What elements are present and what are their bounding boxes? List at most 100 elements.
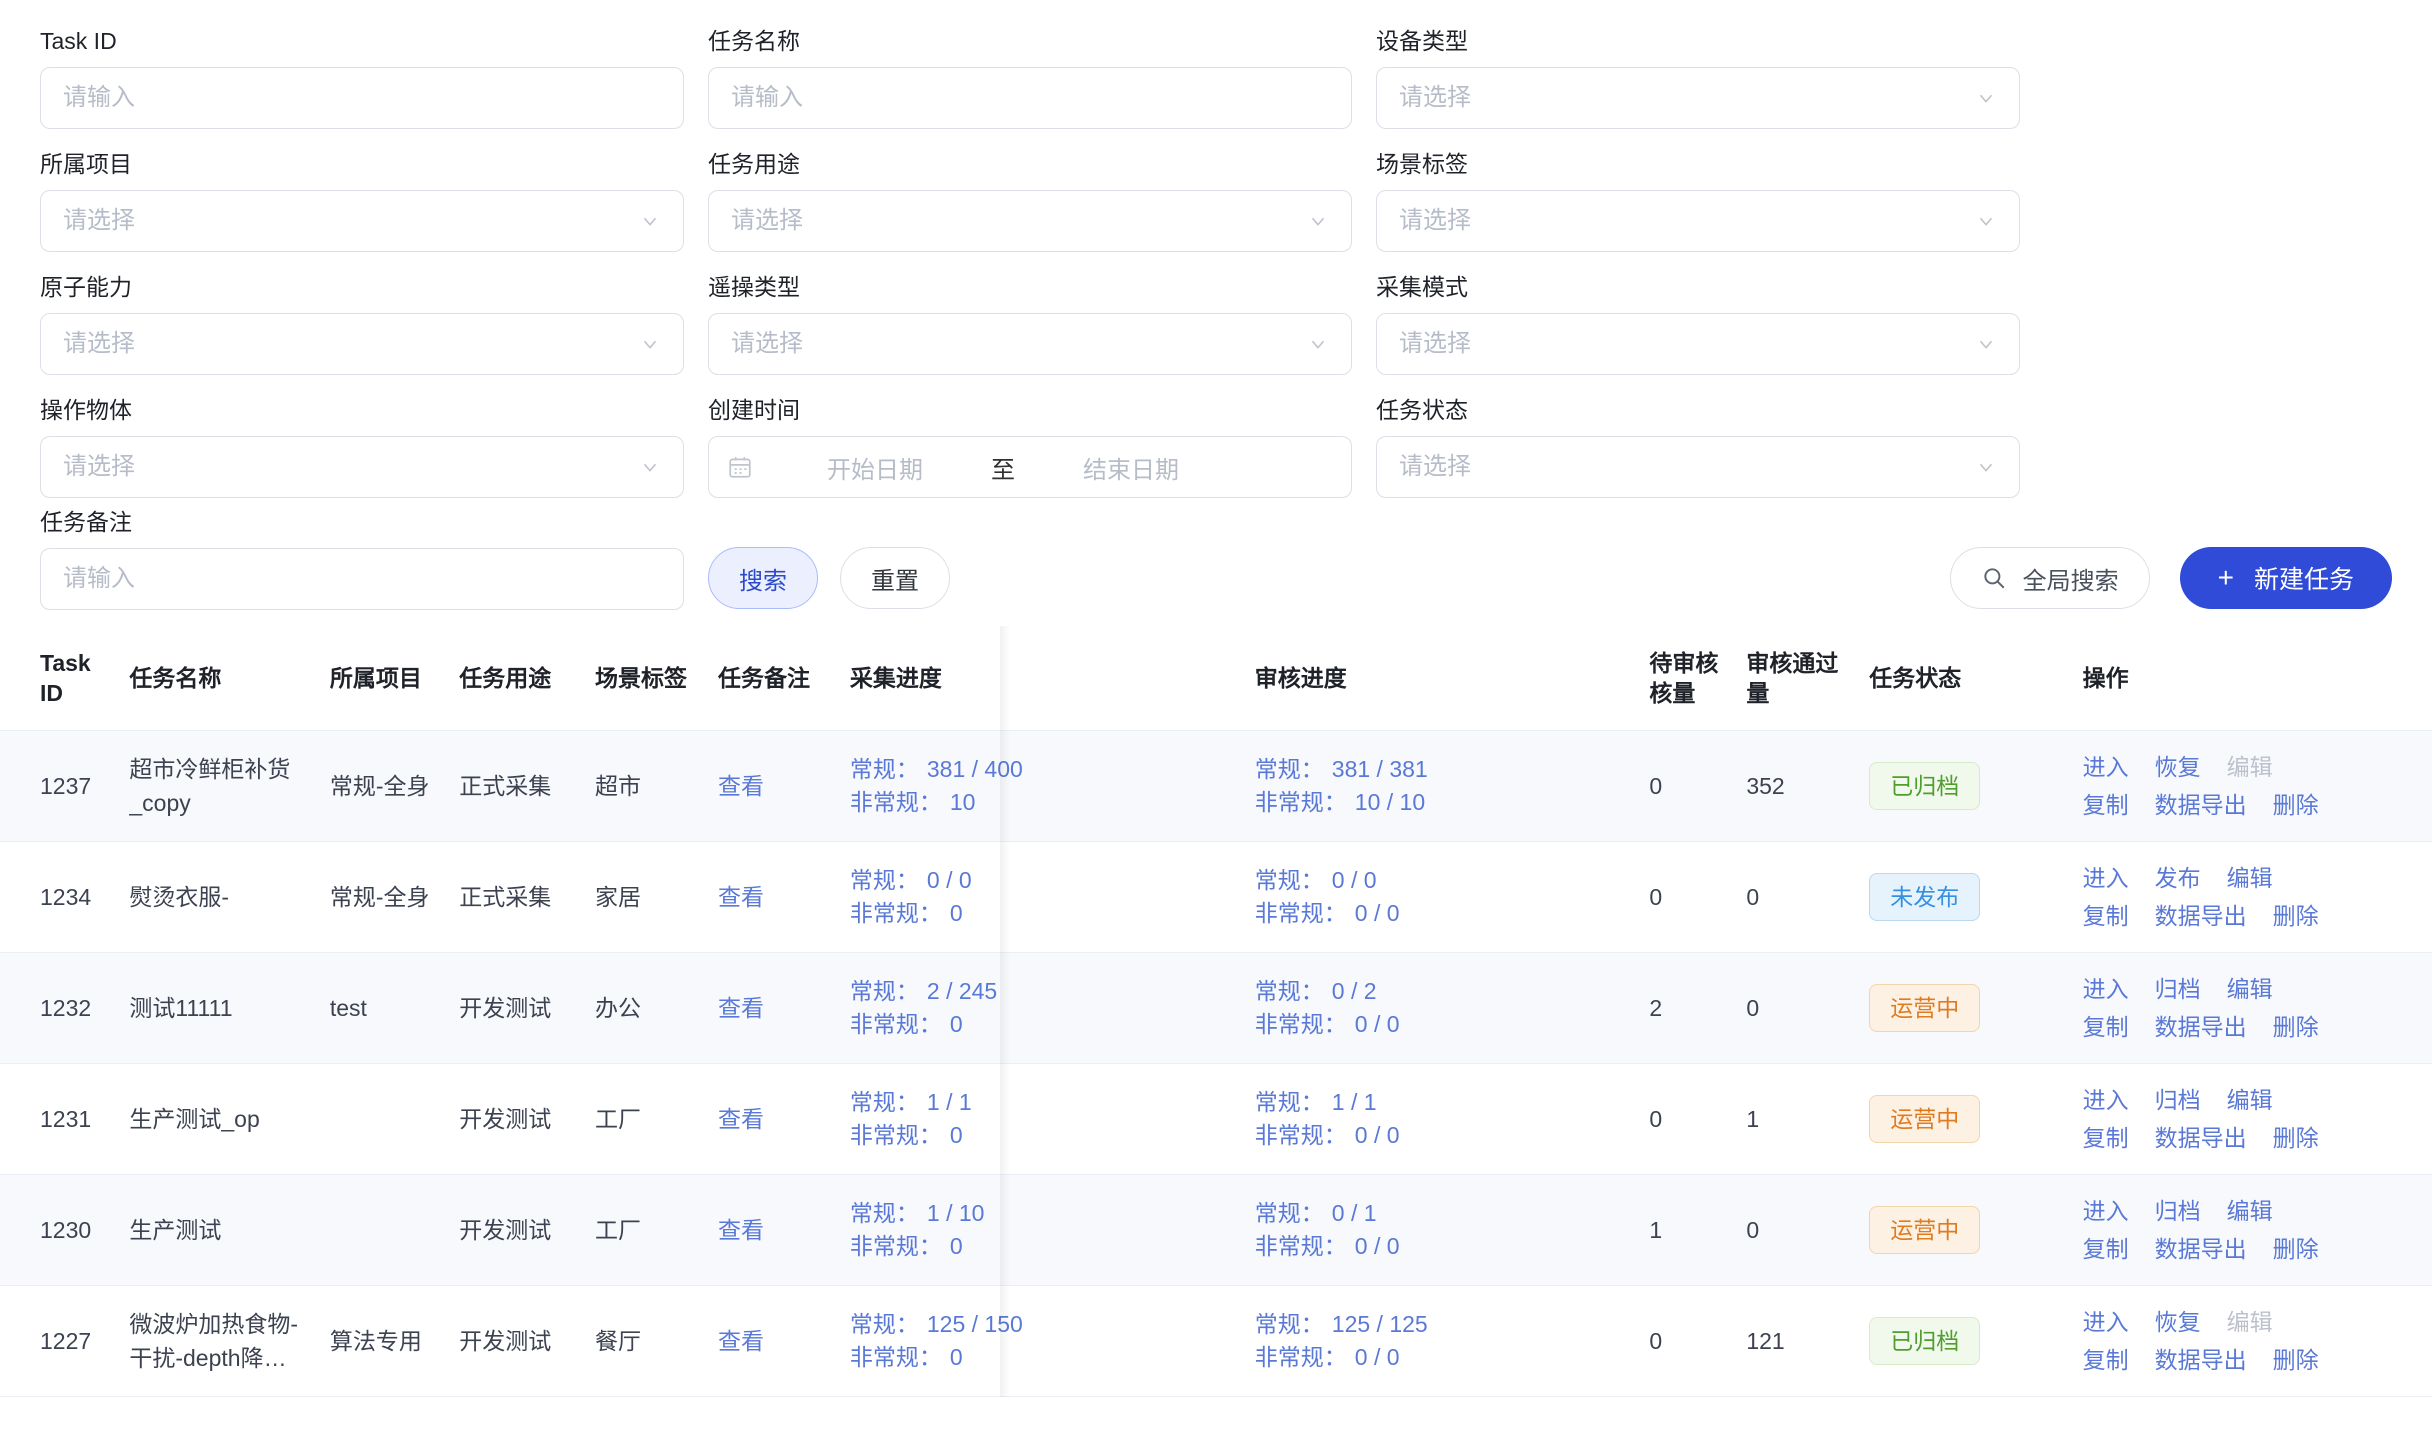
cell-passed-count: 121 — [1746, 1285, 1870, 1397]
task-status-select[interactable]: 请选择 — [1376, 436, 2020, 498]
op-link-0[interactable]: 进入 — [2082, 1198, 2129, 1224]
op-link-4[interactable]: 数据导出 — [2154, 1125, 2247, 1151]
cell-task-id: 1227 — [0, 1285, 130, 1397]
cell-pending-count: 1 — [1649, 1174, 1747, 1286]
cell-audit-progress-normal-value: 125 / 125 — [1331, 1311, 1428, 1337]
operated-object-select[interactable]: 请选择 — [40, 436, 684, 498]
cell-project — [329, 1174, 460, 1286]
task-id-input[interactable]: 请输入 — [40, 67, 684, 129]
op-link-1[interactable]: 归档 — [2154, 1087, 2201, 1113]
op-link-1[interactable]: 恢复 — [2154, 754, 2201, 780]
plus-icon: + — [2217, 562, 2234, 593]
cell-audit-progress-abnormal-value: 0 / 0 — [1354, 900, 1400, 926]
cell-remark: 查看 — [717, 952, 828, 1064]
cell-task-id: 1232 — [0, 952, 130, 1064]
cell-collect-progress-abnormal-label: 非常规： — [849, 900, 942, 926]
op-link-0[interactable]: 进入 — [2082, 976, 2129, 1002]
operation-links: 进入 归档 编辑复制 数据导出 删除 — [2083, 1193, 2329, 1267]
op-link-4[interactable]: 数据导出 — [2154, 1347, 2247, 1373]
op-link-1[interactable]: 归档 — [2154, 976, 2201, 1002]
op-link-3[interactable]: 复制 — [2082, 1125, 2129, 1151]
status-badge: 运营中 — [1869, 1095, 1981, 1143]
cell-remark: 查看 — [717, 730, 828, 842]
cell-usage: 开发测试 — [459, 952, 596, 1064]
filter-field-teleop-type: 遥操类型 请选择 — [708, 270, 1352, 375]
view-remark-link[interactable]: 查看 — [717, 773, 764, 799]
filter-field-task-status: 任务状态 请选择 — [1376, 393, 2020, 498]
filter-label-task-id: Task ID — [40, 28, 117, 54]
cell-status: 运营中 — [1869, 1174, 2083, 1286]
cell-remark: 查看 — [717, 1285, 828, 1397]
task-table-header-row: Task ID 任务名称 所属项目 任务用途 场景标签 任务备注 采集进度 审核进度 待审核核量… — [0, 626, 2432, 731]
op-link-3[interactable]: 复制 — [2082, 903, 2129, 929]
search-button[interactable]: 搜索 — [708, 547, 818, 609]
view-remark-link[interactable]: 查看 — [717, 995, 764, 1021]
task-usage-select[interactable]: 请选择 — [708, 190, 1352, 252]
collect-mode-select[interactable]: 请选择 — [1376, 313, 2020, 375]
op-link-1[interactable]: 发布 — [2154, 865, 2201, 891]
view-remark-link[interactable]: 查看 — [717, 1106, 764, 1132]
op-link-4[interactable]: 数据导出 — [2154, 1236, 2247, 1262]
op-link-2[interactable]: 编辑 — [2226, 1198, 2273, 1224]
op-link-5[interactable]: 删除 — [2272, 1236, 2319, 1262]
op-link-4[interactable]: 数据导出 — [2154, 792, 2247, 818]
op-link-0[interactable]: 进入 — [2082, 1309, 2129, 1335]
view-remark-link[interactable]: 查看 — [717, 1328, 764, 1354]
op-link-3[interactable]: 复制 — [2082, 1014, 2129, 1040]
cell-status: 运营中 — [1869, 1063, 2083, 1175]
create-time-end-date[interactable]: 结束日期 — [1083, 456, 1179, 484]
op-link-3[interactable]: 复制 — [2082, 1236, 2129, 1262]
new-task-button[interactable]: + 新建任务 — [2179, 547, 2392, 609]
reset-button[interactable]: 重置 — [840, 547, 950, 609]
op-link-2[interactable]: 编辑 — [2226, 1087, 2273, 1113]
cell-operations: 进入 归档 编辑复制 数据导出 删除 — [2082, 952, 2432, 1064]
op-link-5[interactable]: 删除 — [2272, 1347, 2319, 1373]
cell-scene: 工厂 — [595, 1174, 718, 1286]
table-row: 1234 熨烫衣服- 常规-全身 正式采集 家居 查看 常规： 0 / 0 非常规： 0 常规： 0 … — [0, 841, 2432, 953]
status-badge: 未发布 — [1869, 873, 1981, 921]
create-time-start-date[interactable]: 开始日期 — [827, 456, 923, 484]
cell-usage: 开发测试 — [459, 1063, 596, 1175]
op-link-1[interactable]: 恢复 — [2154, 1309, 2201, 1335]
teleop-type-select[interactable]: 请选择 — [708, 313, 1352, 375]
chevron-down-icon — [1975, 210, 1997, 232]
view-remark-link[interactable]: 查看 — [717, 884, 764, 910]
op-link-1[interactable]: 归档 — [2154, 1198, 2201, 1224]
scene-tag-placeholder: 请选择 — [1399, 207, 1471, 234]
op-link-0[interactable]: 进入 — [2082, 1087, 2129, 1113]
cell-operations: 进入 恢复 编辑 复制 数据导出 删除 — [2082, 730, 2432, 842]
create-time-daterange[interactable]: 开始日期 至 结束日期 — [708, 436, 1352, 498]
op-link-0[interactable]: 进入 — [2082, 865, 2129, 891]
op-link-5[interactable]: 删除 — [2272, 1014, 2319, 1040]
cell-collect-progress-abnormal-value: 0 — [949, 1344, 963, 1370]
column-header-audit: 审核进度 — [1254, 626, 1650, 731]
cell-collect-progress-normal-label: 常规： — [849, 1200, 919, 1226]
global-search-input[interactable]: 全局搜索 — [1949, 547, 2150, 609]
op-link-5[interactable]: 删除 — [2272, 792, 2319, 818]
op-link-3[interactable]: 复制 — [2082, 1347, 2129, 1373]
op-link-5[interactable]: 删除 — [2272, 1125, 2319, 1151]
cell-operations: 进入 归档 编辑复制 数据导出 删除 — [2082, 1174, 2432, 1286]
table-row: 1230 生产测试 开发测试 工厂 查看 常规： 1 / 10 非常规： 0 常规： 0 / 1 非常… — [0, 1174, 2432, 1286]
cell-usage: 正式采集 — [459, 841, 596, 953]
cell-passed-count: 1 — [1746, 1063, 1870, 1175]
column-header-collect: 采集进度 — [827, 626, 1255, 731]
cell-collect-progress-normal-label: 常规： — [849, 978, 919, 1004]
op-link-2[interactable]: 编辑 — [2226, 865, 2273, 891]
cell-collect-progress-abnormal-label: 非常规： — [849, 1011, 942, 1037]
op-link-4[interactable]: 数据导出 — [2154, 903, 2247, 929]
task-name-input[interactable]: 请输入 — [708, 67, 1352, 129]
cell-audit-progress: 常规： 0 / 1 非常规： 0 / 0 — [1254, 1174, 1650, 1286]
op-link-2[interactable]: 编辑 — [2226, 976, 2273, 1002]
task-remark-input[interactable]: 请输入 — [40, 548, 684, 610]
view-remark-link[interactable]: 查看 — [717, 1217, 764, 1243]
project-select[interactable]: 请选择 — [40, 190, 684, 252]
atomic-ability-select[interactable]: 请选择 — [40, 313, 684, 375]
cell-status: 未发布 — [1869, 841, 2083, 953]
scene-tag-select[interactable]: 请选择 — [1376, 190, 2020, 252]
device-type-select[interactable]: 请选择 — [1376, 67, 2020, 129]
op-link-3[interactable]: 复制 — [2082, 792, 2129, 818]
op-link-0[interactable]: 进入 — [2082, 754, 2129, 780]
op-link-4[interactable]: 数据导出 — [2154, 1014, 2247, 1040]
op-link-5[interactable]: 删除 — [2272, 903, 2319, 929]
